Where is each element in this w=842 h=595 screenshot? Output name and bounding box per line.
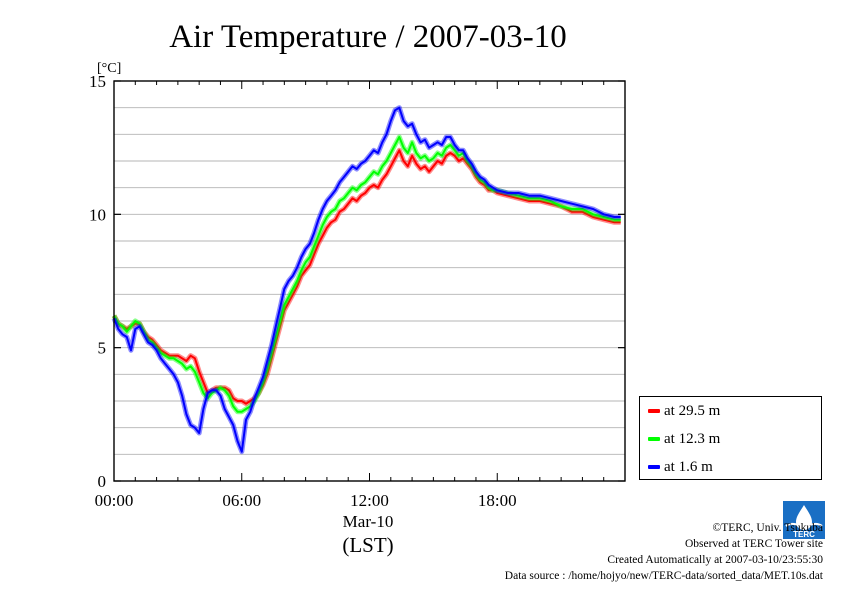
observed-text: Observed at TERC Tower site xyxy=(684,538,823,550)
y-tick-label: 15 xyxy=(89,72,106,91)
legend: at 29.5 m at 12.3 m at 1.6 m xyxy=(639,396,822,480)
created-text: Created Automatically at 2007-03-10/23:5… xyxy=(607,554,823,566)
series-layer xyxy=(111,105,621,455)
legend-label: at 29.5 m xyxy=(664,402,721,419)
legend-swatch xyxy=(648,465,660,469)
logo-text: TERC xyxy=(793,530,815,539)
chart-title: Air Temperature / 2007-03-10 xyxy=(169,19,567,55)
legend-item: at 1.6 m xyxy=(648,457,713,477)
source-text: Data source : /home/hojyo/new/TERC-data/… xyxy=(504,570,823,582)
legend-label: at 12.3 m xyxy=(664,430,721,447)
legend-label: at 1.6 m xyxy=(664,458,713,475)
legend-item: at 12.3 m xyxy=(648,429,720,449)
series-line xyxy=(113,106,621,453)
y-axis-unit-label: [°C] xyxy=(97,61,121,76)
series-line xyxy=(113,136,621,413)
x-tick-label: 12:00 xyxy=(350,491,389,510)
copyright-text: ©TERC, Univ. Tsukuba xyxy=(712,522,823,534)
y-tick-label: 0 xyxy=(98,472,107,491)
date-label: Mar-10 xyxy=(343,512,394,531)
legend-item: at 29.5 m xyxy=(648,401,720,421)
y-tick-label: 5 xyxy=(98,339,107,358)
x-axis-label: (LST) xyxy=(342,533,393,557)
legend-swatch xyxy=(648,409,660,413)
terc-logo: TERC xyxy=(783,501,825,539)
legend-swatch xyxy=(648,437,660,441)
x-tick-label: 06:00 xyxy=(222,491,261,510)
x-tick-label: 18:00 xyxy=(478,491,517,510)
footer: ©TERC, Univ. Tsukuba Observed at TERC To… xyxy=(505,520,823,584)
axes: 0 5 10 15 00:00 06:00 12:00 18:00 xyxy=(89,72,625,510)
x-tick-label: 00:00 xyxy=(95,491,134,510)
grid xyxy=(114,107,625,455)
series-line xyxy=(113,149,621,405)
y-tick-label: 10 xyxy=(89,205,106,224)
